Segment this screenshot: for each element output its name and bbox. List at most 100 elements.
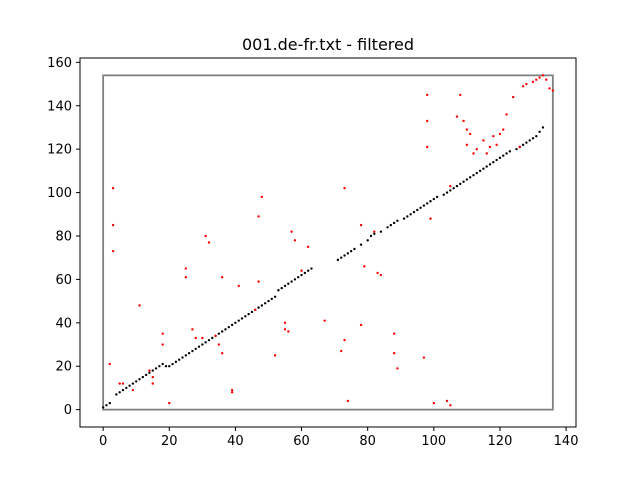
point-aligned — [528, 139, 531, 142]
point-filtered — [482, 139, 485, 142]
point-aligned — [174, 360, 178, 364]
point-aligned — [475, 171, 478, 175]
point-aligned — [346, 252, 350, 255]
point-aligned — [336, 258, 340, 262]
point-aligned — [108, 401, 111, 405]
point-aligned — [290, 280, 293, 283]
point-filtered — [346, 399, 350, 403]
point-aligned — [508, 150, 512, 153]
point-aligned — [217, 332, 221, 335]
point-aligned — [353, 247, 356, 251]
point-aligned — [310, 267, 313, 270]
point-filtered — [468, 132, 472, 136]
point-aligned — [402, 217, 406, 220]
y-tick-label: 0 — [64, 403, 72, 418]
point-filtered — [392, 332, 396, 335]
point-aligned — [452, 187, 455, 190]
point-filtered — [455, 115, 459, 118]
point-filtered — [492, 134, 495, 138]
point-filtered — [359, 323, 363, 327]
point-aligned — [419, 206, 422, 209]
point-aligned — [280, 286, 283, 290]
point-filtered — [214, 334, 217, 338]
point-aligned — [359, 243, 363, 246]
point-aligned — [432, 197, 436, 201]
point-aligned — [515, 147, 518, 151]
point-filtered — [257, 215, 260, 218]
point-aligned — [498, 156, 502, 160]
point-filtered — [254, 308, 257, 311]
point-aligned — [340, 256, 343, 259]
point-filtered — [138, 304, 141, 307]
point-filtered — [220, 352, 224, 355]
point-filtered — [472, 152, 475, 155]
point-aligned — [227, 325, 230, 329]
point-aligned — [541, 126, 545, 129]
point-filtered — [548, 87, 551, 90]
point-aligned — [283, 284, 287, 288]
point-aligned — [260, 304, 264, 307]
point-aligned — [168, 365, 171, 368]
point-filtered — [521, 85, 525, 88]
point-aligned — [373, 232, 376, 236]
chart-title: 001.de-fr.txt - filtered — [242, 35, 414, 54]
point-filtered — [373, 230, 376, 233]
point-aligned — [386, 226, 389, 229]
point-aligned — [158, 365, 161, 368]
point-aligned — [201, 343, 204, 346]
point-filtered — [118, 382, 121, 385]
point-filtered — [148, 369, 151, 372]
x-tick-label: 60 — [293, 434, 310, 449]
point-filtered — [363, 265, 366, 268]
point-filtered — [121, 382, 125, 385]
point-aligned — [178, 358, 181, 361]
point-aligned — [151, 369, 154, 372]
point-filtered — [260, 195, 264, 199]
point-aligned — [429, 200, 432, 203]
point-aligned — [478, 169, 482, 173]
point-filtered — [111, 187, 115, 190]
point-aligned — [230, 323, 234, 327]
point-aligned — [416, 208, 419, 212]
plot-layer — [101, 74, 555, 411]
point-filtered — [204, 234, 207, 238]
point-aligned — [426, 202, 429, 205]
y-tick-label: 80 — [55, 229, 72, 244]
point-filtered — [111, 223, 115, 227]
point-filtered — [459, 93, 462, 97]
point-aligned — [125, 386, 128, 390]
point-filtered — [151, 382, 154, 385]
point-filtered — [379, 273, 383, 277]
point-filtered — [184, 267, 188, 270]
point-aligned — [502, 154, 505, 157]
point-aligned — [538, 130, 541, 133]
point-aligned — [287, 282, 290, 285]
point-filtered — [131, 388, 135, 392]
point-aligned — [171, 362, 174, 366]
point-aligned — [267, 299, 270, 303]
point-aligned — [445, 191, 449, 194]
point-aligned — [237, 319, 240, 322]
point-aligned — [485, 165, 488, 168]
point-aligned — [257, 306, 260, 309]
point-aligned — [270, 297, 273, 301]
point-filtered — [207, 241, 211, 244]
point-aligned — [535, 134, 538, 138]
point-aligned — [462, 180, 465, 183]
point-filtered — [161, 343, 164, 346]
point-filtered — [511, 95, 515, 99]
point-aligned — [435, 195, 439, 199]
point-aligned — [422, 204, 426, 207]
point-aligned — [409, 213, 412, 216]
point-aligned — [161, 362, 164, 366]
point-aligned — [224, 328, 227, 331]
point-filtered — [449, 184, 452, 188]
point-filtered — [108, 362, 111, 366]
point-filtered — [230, 388, 234, 392]
point-aligned — [211, 336, 214, 340]
point-aligned — [244, 315, 247, 318]
point-aligned — [297, 276, 300, 279]
point-filtered — [237, 284, 240, 288]
point-filtered — [505, 113, 508, 116]
